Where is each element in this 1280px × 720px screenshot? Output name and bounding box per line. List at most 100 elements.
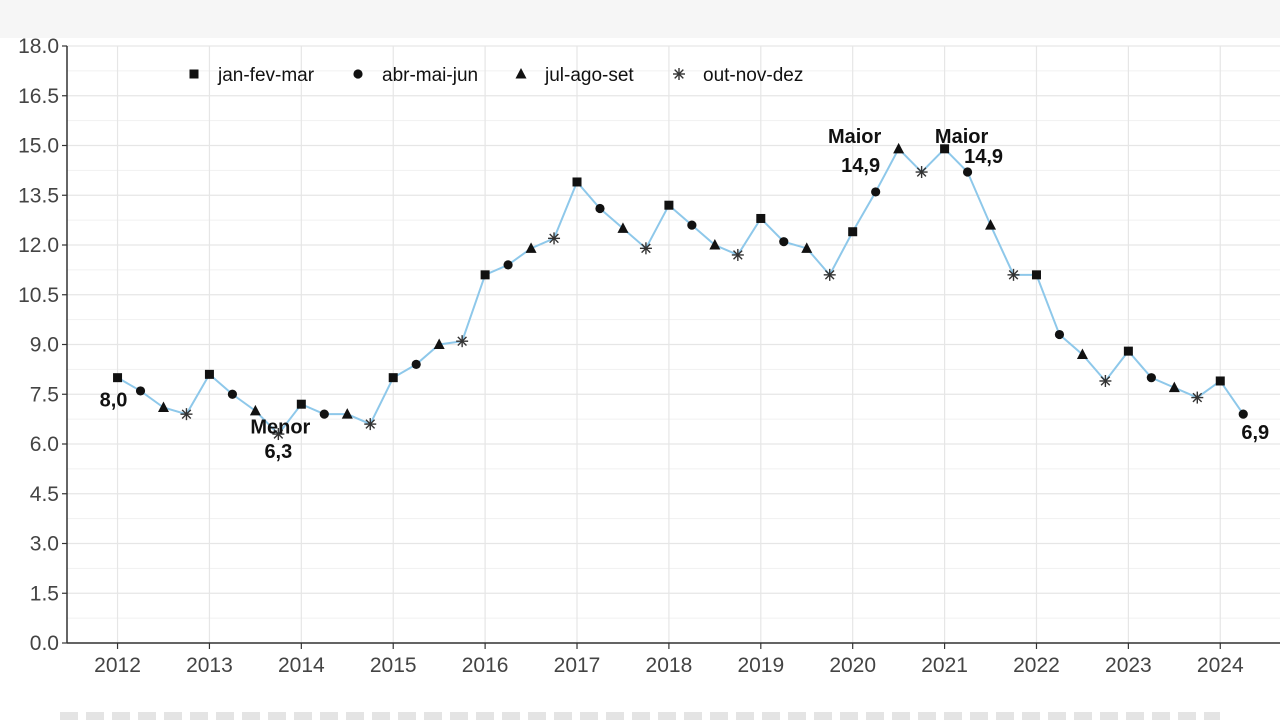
legend-label: out-nov-dez (703, 65, 803, 86)
asterisk-stroke (365, 419, 376, 429)
y-tick-label: 13.5 (18, 184, 59, 207)
legend-item: jul-ago-set (515, 65, 634, 86)
data-point (364, 418, 377, 431)
x-tick-label: 2021 (921, 654, 968, 677)
data-point (823, 268, 836, 281)
data-point (709, 239, 721, 250)
asterisk-stroke (181, 409, 192, 419)
data-point (180, 408, 193, 421)
source-note (60, 712, 1220, 720)
annotation-label: Maior (935, 126, 989, 148)
x-tick-label: 2019 (737, 654, 784, 677)
x-tick-label: 2017 (554, 654, 601, 677)
data-point (848, 227, 858, 237)
data-point (480, 270, 490, 280)
y-tick-label: 16.5 (18, 85, 59, 108)
y-tick-label: 12.0 (18, 234, 59, 257)
x-tick-label: 2018 (646, 654, 693, 677)
asterisk-stroke (824, 270, 835, 280)
data-point (204, 369, 214, 379)
asterisk-stroke (733, 250, 743, 260)
data-point (1123, 346, 1133, 356)
data-point (871, 187, 881, 197)
legend-item: abr-mai-jun (353, 65, 478, 86)
x-tick-label: 2022 (1013, 654, 1060, 677)
data-point (296, 399, 306, 409)
data-point (525, 242, 537, 253)
x-tick-label: 2015 (370, 654, 417, 677)
data-point (227, 389, 238, 399)
x-tick-label: 2024 (1197, 654, 1244, 677)
legend-label: abr-mai-jun (382, 65, 478, 86)
top-band (0, 0, 1280, 38)
data-point (135, 386, 146, 396)
data-point (756, 213, 766, 223)
data-point (548, 232, 561, 245)
data-point (319, 409, 329, 419)
data-point (113, 373, 123, 383)
y-tick-label: 18.0 (18, 35, 59, 58)
data-point (1191, 391, 1204, 404)
data-point (456, 335, 469, 348)
data-point (1099, 374, 1112, 387)
data-point (157, 401, 169, 413)
data-point (893, 142, 905, 154)
data-point (985, 219, 997, 230)
asterisk-stroke (916, 167, 927, 177)
data-point (779, 237, 789, 247)
data-point (341, 408, 353, 419)
x-tick-label: 2012 (94, 654, 141, 677)
annotation-label: 8,0 (100, 390, 128, 412)
y-tick-label: 6.0 (30, 433, 59, 456)
data-point (940, 144, 950, 154)
asterisk-stroke (1008, 270, 1019, 280)
data-point (433, 338, 445, 349)
y-tick-label: 7.5 (30, 383, 59, 406)
y-tick-label: 3.0 (30, 533, 59, 556)
data-point (411, 359, 421, 369)
annotation-label: 14,9 (964, 146, 1003, 168)
x-tick-label: 2014 (278, 654, 325, 677)
y-tick-label: 4.5 (30, 483, 59, 506)
asterisk-stroke (1192, 392, 1203, 403)
data-point (503, 260, 513, 270)
asterisk-stroke (457, 336, 467, 346)
x-tick-label: 2013 (186, 654, 233, 677)
grid (67, 45, 1280, 644)
data-point (731, 248, 744, 261)
data-point (388, 373, 398, 383)
legend-marker (353, 69, 363, 79)
axes (62, 45, 1280, 649)
legend-label: jul-ago-set (544, 65, 634, 86)
annotation-label: 6,9 (1241, 422, 1269, 444)
data-point (1168, 381, 1180, 393)
y-tick-label: 15.0 (18, 135, 59, 158)
data-point (572, 177, 582, 187)
x-tick-labels: 2012 2013 2014 2015 2016 2017 2018 2019 2020 2021… (94, 654, 1244, 677)
x-tick-label: 2016 (462, 654, 509, 677)
legend: jan-fev-mar abr-mai-jun jul-ago-set out-nov… (189, 65, 803, 86)
data-point (1007, 268, 1020, 281)
asterisk-stroke (273, 429, 284, 439)
x-tick-label: 2020 (829, 654, 876, 677)
legend-marker (189, 69, 199, 79)
data-point (1031, 270, 1041, 280)
asterisk-stroke (641, 243, 651, 254)
asterisk-stroke (674, 69, 684, 79)
annotation-label: 6,3 (264, 441, 292, 463)
data-point (595, 203, 605, 214)
data-point (249, 404, 261, 416)
data-point (272, 428, 285, 441)
data-point (639, 242, 652, 255)
asterisk-stroke (549, 233, 559, 244)
legend-marker (515, 68, 527, 79)
data-point (1054, 329, 1065, 340)
data-point (1146, 373, 1156, 383)
legend-label: jan-fev-mar (217, 65, 315, 86)
annotation-label: Menor (250, 417, 310, 439)
y-tick-label: 10.5 (18, 284, 59, 307)
data-point (1238, 409, 1248, 419)
data-point (962, 167, 973, 177)
